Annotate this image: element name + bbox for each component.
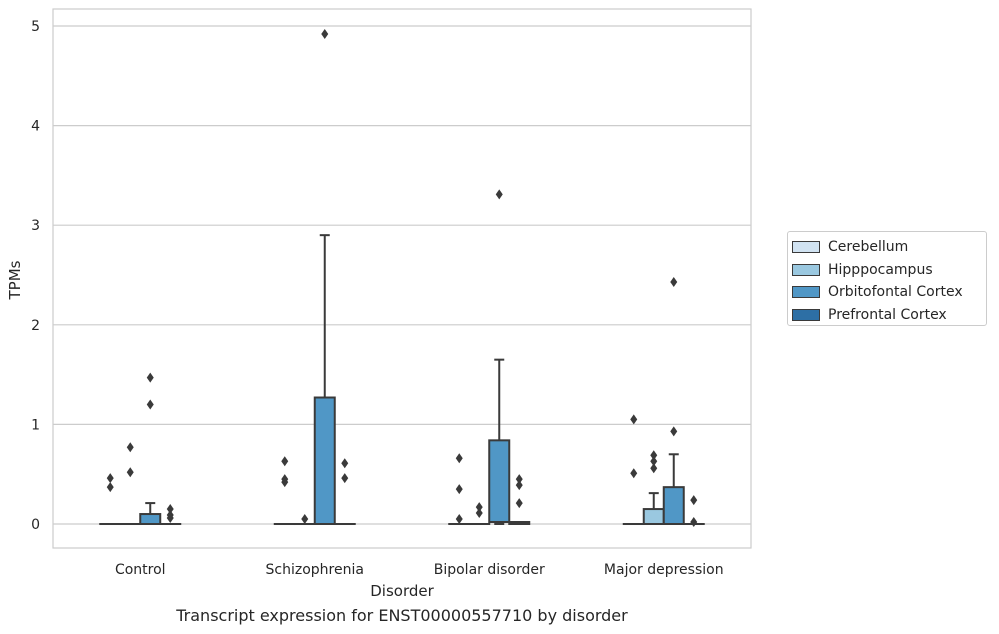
outlier-point: [650, 456, 658, 467]
outlier-point: [475, 508, 483, 519]
y-axis-label: TPMs: [6, 260, 24, 300]
x-tick-label: Bipolar disorder: [434, 562, 545, 578]
box: [488, 439, 511, 524]
legend-swatch: [792, 241, 820, 254]
outlier-point: [126, 442, 134, 453]
y-tick-label: 4: [31, 119, 40, 135]
outlier-point: [650, 463, 658, 474]
outlier-point: [146, 372, 154, 383]
outlier-point: [301, 514, 309, 525]
outlier-point: [670, 426, 678, 437]
box: [642, 508, 665, 525]
y-tick-label: 3: [31, 218, 40, 234]
x-tick-label: Major depression: [604, 562, 724, 578]
outlier-point: [281, 456, 289, 467]
legend-item: Hipppocampus: [792, 259, 986, 282]
series-prefrontal-cortex: [159, 458, 705, 528]
outlier-point: [630, 414, 638, 425]
y-tick-label: 1: [31, 417, 40, 433]
legend: Cerebellum Hipppocampus Orbitofontal Corte…: [787, 231, 987, 326]
legend-item: Orbitofontal Cortex: [792, 281, 986, 304]
gridlines: [53, 25, 751, 525]
y-axis-ticks: 0 1 2 3 4 5: [31, 19, 40, 533]
plot-frame: [52, 8, 752, 549]
outlier-point: [515, 480, 523, 491]
outlier-point: [455, 514, 463, 525]
y-tick-label: 2: [31, 318, 40, 334]
legend-swatch: [792, 308, 820, 321]
chart-caption: Transcript expression for ENST0000055771…: [176, 606, 628, 625]
outlier-point: [126, 467, 134, 478]
outlier-point: [515, 498, 523, 509]
outlier-point: [475, 502, 483, 513]
outlier-point: [106, 482, 114, 493]
outlier-point: [166, 510, 174, 521]
outlier-point: [690, 495, 698, 506]
series-orbitofontal-cortex: [139, 28, 685, 526]
legend-label: Cerebellum: [828, 239, 909, 256]
legend-swatch: [792, 263, 820, 276]
outlier-point: [670, 276, 678, 287]
outlier-point: [341, 458, 349, 469]
outlier-point: [321, 28, 329, 39]
outlier-point: [341, 473, 349, 484]
outlier-point: [495, 189, 503, 200]
series-cerebellum: [99, 414, 645, 526]
series-hipppocampus: [119, 442, 665, 526]
x-axis-ticks: Control Schizophrenia Bipolar disorder Majo…: [115, 562, 724, 578]
legend-label: Orbitofontal Cortex: [828, 284, 963, 301]
outlier-point: [455, 484, 463, 495]
legend-swatch: [792, 286, 820, 299]
outlier-point: [281, 474, 289, 485]
outlier-point: [146, 399, 154, 410]
outlier-point: [630, 468, 638, 479]
x-tick-label: Schizophrenia: [266, 562, 364, 578]
outlier-point: [455, 453, 463, 464]
outlier-point: [166, 504, 174, 515]
legend-label: Hipppocampus: [828, 261, 933, 278]
box: [313, 396, 336, 525]
y-tick-label: 0: [31, 517, 40, 533]
box: [662, 486, 685, 526]
x-tick-label: Control: [115, 562, 166, 578]
box-series: [99, 28, 705, 528]
legend-label: Prefrontal Cortex: [828, 306, 947, 323]
x-axis-label: Disorder: [370, 582, 434, 600]
outlier-point: [690, 517, 698, 528]
outlier-point: [650, 450, 658, 461]
legend-item: Cerebellum: [792, 236, 986, 259]
outlier-point: [515, 474, 523, 485]
y-tick-label: 5: [31, 19, 40, 35]
legend-item: Prefrontal Cortex: [792, 304, 986, 327]
box: [139, 513, 162, 525]
outlier-point: [106, 473, 114, 484]
